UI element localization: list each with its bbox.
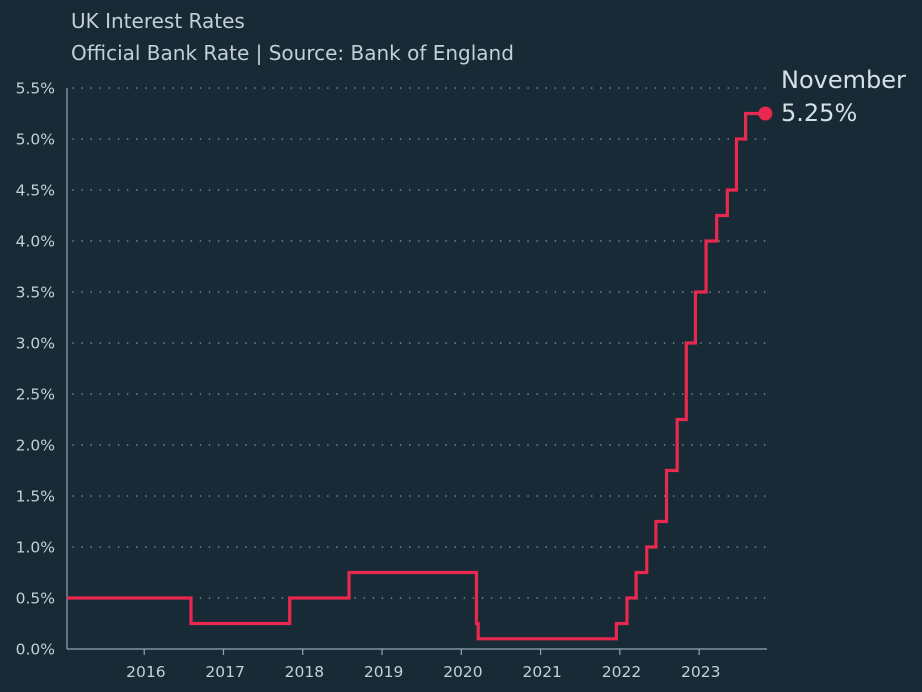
x-tick-label: 2020 bbox=[443, 663, 482, 681]
x-tick-label: 2022 bbox=[602, 663, 641, 681]
y-tick-label: 2.0% bbox=[16, 437, 55, 455]
end-label-value: 5.25% bbox=[781, 99, 857, 127]
bank-rate-line bbox=[67, 111, 766, 641]
y-tick-label: 5.5% bbox=[16, 80, 55, 98]
x-tick-label: 2017 bbox=[205, 663, 244, 681]
x-tick-label: 2019 bbox=[364, 663, 403, 681]
y-tick-label: 3.5% bbox=[16, 284, 55, 302]
x-tick-label: 2023 bbox=[681, 663, 720, 681]
y-tick-label: 2.5% bbox=[16, 386, 55, 404]
x-axis-tick-labels: 2016 2017 2018 2019 2020 2021 2022 2023 bbox=[126, 649, 720, 681]
series-layer bbox=[67, 111, 766, 641]
y-tick-label: 3.0% bbox=[16, 335, 55, 353]
y-axis-tick-labels: 0.0% 0.5% 1.0% 1.5% 2.0% 2.5% 3.0% 3.5% 4.0% 4.5%… bbox=[16, 80, 55, 659]
y-tick-label: 0.0% bbox=[16, 641, 55, 659]
chart-subtitle: Official Bank Rate | Source: Bank of Eng… bbox=[71, 41, 514, 65]
end-marker-group: November 5.25% bbox=[758, 66, 906, 127]
y-tick-label: 5.0% bbox=[16, 131, 55, 149]
x-tick-label: 2016 bbox=[126, 663, 165, 681]
y-tick-label: 1.5% bbox=[16, 488, 55, 506]
end-point-marker bbox=[758, 106, 773, 121]
x-tick-label: 2018 bbox=[285, 663, 324, 681]
y-tick-label: 1.0% bbox=[16, 539, 55, 557]
y-tick-label: 0.5% bbox=[16, 590, 55, 608]
chart-title: UK Interest Rates bbox=[71, 9, 245, 33]
x-tick-label: 2021 bbox=[522, 663, 561, 681]
y-tick-label: 4.5% bbox=[16, 182, 55, 200]
grid-lines bbox=[66, 87, 768, 650]
end-label-month: November bbox=[781, 66, 906, 94]
y-tick-label: 4.0% bbox=[16, 233, 55, 251]
